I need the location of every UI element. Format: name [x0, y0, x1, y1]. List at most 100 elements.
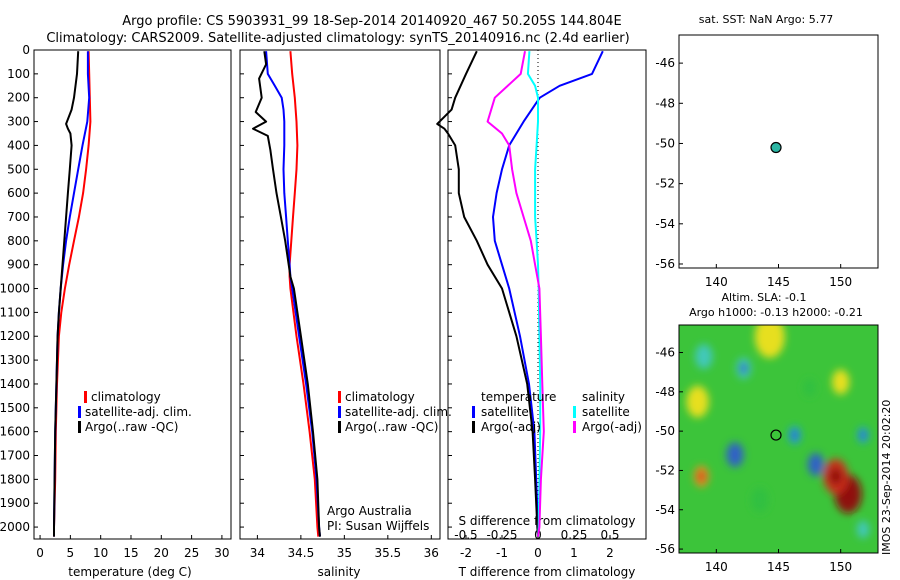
depth-tick-label: 600 [7, 186, 30, 200]
legend-label-climatology: climatology [91, 390, 161, 404]
legend-swatch-argo [78, 421, 81, 433]
legend-label-climatology: climatology [345, 390, 415, 404]
temperature-plot: 0 5 10 15 20 25 30 [36, 51, 230, 560]
x-tick-label: 34.5 [288, 546, 315, 560]
salinity-plot: 34 34.5 35 35.5 36 [250, 51, 439, 560]
legend-label-satellite: satellite-adj. clim. [85, 405, 192, 419]
series-line-temperature-satellite [492, 50, 604, 537]
sla-map-title: Altim. SLA: -0.1 [721, 291, 806, 304]
x-tick-label: 30 [214, 546, 229, 560]
argo-float-marker [770, 141, 782, 154]
imos-timestamp: IMOS 23-Sep-2014 20:02:20 [880, 400, 893, 555]
map-y-tick-label: -46 [655, 346, 675, 360]
salinity-legend: climatology satellite-adj. clim. Argo(..… [327, 390, 452, 533]
x-tick-label: 36 [424, 546, 439, 560]
sla-map-subtitle: Argo h1000: -0.13 h2000: -0.21 [689, 306, 863, 319]
legend-swatch-sal-satellite [573, 406, 576, 418]
depth-tick-label: 700 [7, 210, 30, 224]
map-y-tick-label: -52 [655, 463, 675, 477]
top-tick-label: -0.25 [486, 528, 517, 542]
x-tick-label: 1 [570, 546, 578, 560]
depth-tick-label: 1600 [0, 425, 30, 439]
map-y-tick-label: -54 [655, 503, 675, 517]
sla-anomaly [686, 385, 709, 418]
series-line-climatology [288, 51, 320, 537]
sla-anomaly [831, 369, 850, 395]
map-x-tick-label: 150 [829, 560, 852, 574]
legend-swatch-argo [338, 421, 341, 433]
series-line-salinity-argo-adj- [486, 51, 545, 537]
legend-label-temp-satellite: satellite [481, 405, 529, 419]
depth-tick-label: 0 [22, 43, 30, 57]
legend-label-satellite: satellite-adj. clim. [345, 405, 452, 419]
series-line-temperature-argo-adj- [436, 50, 539, 537]
legend-swatch-satellite [78, 406, 81, 418]
difference-xlabel: T difference from climatology [458, 565, 636, 579]
sla-anomaly-core [739, 362, 748, 374]
series-line-argo-raw-qc- [252, 51, 321, 537]
top-tick-label: 0.5 [600, 528, 619, 542]
map-x-tick-label: 150 [829, 275, 852, 289]
depth-tick-label: 1300 [0, 353, 30, 367]
legend-swatch-sal-argo [573, 421, 576, 433]
map-x-tick-label: 145 [767, 560, 790, 574]
difference-plot: -2 -1 0 1 2-0.5 -0.25 0 0.25 0.5 [436, 50, 620, 560]
map-y-tick-label: -52 [655, 177, 675, 191]
x-tick-label: 2 [606, 546, 614, 560]
x-tick-label: 0 [36, 546, 44, 560]
map-y-tick-label: -50 [655, 424, 675, 438]
map-x-tick-label: 140 [705, 560, 728, 574]
depth-tick-label: 1200 [0, 329, 30, 343]
depth-tick-label: 300 [7, 115, 30, 129]
map-y-tick-label: -48 [655, 96, 675, 110]
sla-anomaly [754, 325, 785, 359]
x-tick-label: 20 [154, 546, 169, 560]
legend-swatch-climatology [338, 391, 341, 403]
difference-panel-frame [447, 49, 647, 540]
depth-tick-label: 1800 [0, 472, 30, 486]
sla-anomaly-core [697, 471, 706, 482]
series-line-salinity-satellite [526, 51, 542, 537]
legend-swatch-temp-satellite [472, 406, 475, 418]
x-tick-label: 25 [184, 546, 199, 560]
map-y-tick-label: -50 [655, 136, 675, 150]
temperature-panel-frame [33, 49, 232, 540]
map-y-tick-label: -48 [655, 385, 675, 399]
legend-swatch-climatology [84, 391, 87, 403]
salinity-xlabel: salinity [317, 565, 360, 579]
sla-anomaly-core [811, 458, 820, 471]
legend-label-argo: Argo(..raw -QC) [85, 420, 178, 434]
legend-title-temperature: temperature [481, 390, 556, 404]
depth-tick-label: 1900 [0, 496, 30, 510]
sla-anomaly-core [791, 430, 798, 440]
argo-float-marker [770, 429, 782, 441]
depth-tick-label: 800 [7, 234, 30, 248]
sla-map: 140 145 150 -46 -48 -50 -52 -54 -56 [655, 324, 879, 574]
pi-label: PI: Susan Wijffels [327, 519, 429, 533]
top-tick-label: -0.5 [454, 528, 477, 542]
sla-anomaly [856, 520, 870, 539]
series-line-satellite-adj-clim- [265, 51, 321, 537]
x-tick-label: 5 [67, 546, 75, 560]
series-line-argo-raw-qc- [53, 51, 80, 537]
sst-map: 140 145 150 -46 -48 -50 -52 -54 -56 [655, 34, 879, 289]
depth-tick-label: 1400 [0, 377, 30, 391]
map-x-tick-label: 145 [767, 275, 790, 289]
figure-title-line2: Climatology: CARS2009. Satellite-adjuste… [46, 31, 629, 46]
map-y-tick-label: -46 [655, 56, 675, 70]
sla-anomaly-core [829, 467, 842, 486]
sla-anomaly-core [730, 448, 740, 461]
x-tick-label: 35 [337, 546, 352, 560]
x-tick-label: -2 [460, 546, 472, 560]
map-y-tick-label: -56 [655, 542, 675, 556]
depth-tick-label: 1100 [0, 305, 30, 319]
depth-tick-label: 900 [7, 258, 30, 272]
map-x-tick-label: 140 [705, 275, 728, 289]
depth-tick-label: 100 [7, 67, 30, 81]
difference-top-label: S difference from climatology [459, 514, 636, 528]
legend-swatch-satellite [338, 406, 341, 418]
x-tick-label: -1 [496, 546, 508, 560]
argo-australia-label: Argo Australia [327, 504, 412, 518]
depth-tick-label: 2000 [0, 520, 30, 534]
